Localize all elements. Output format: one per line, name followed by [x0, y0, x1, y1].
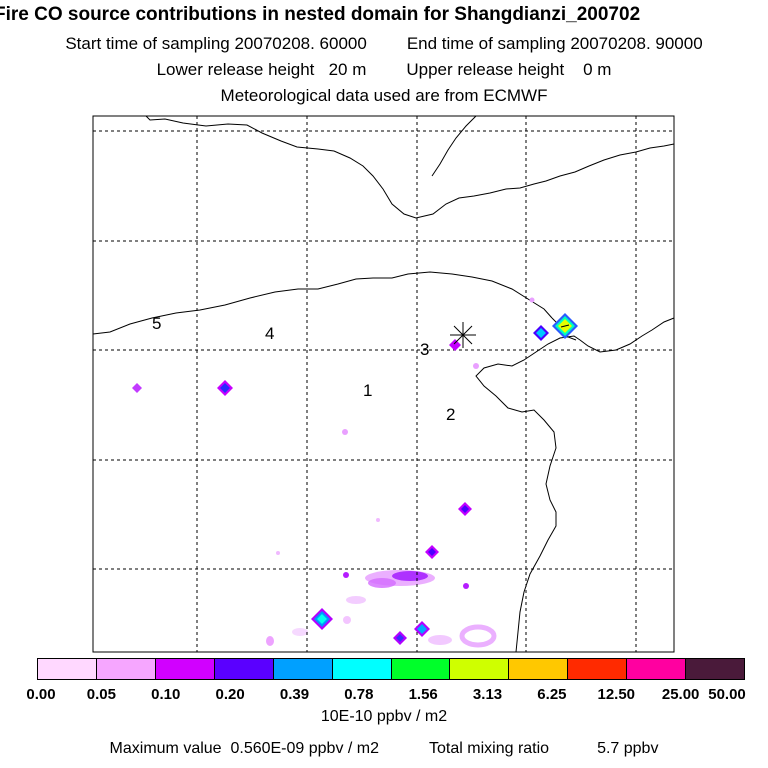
source-marker	[461, 505, 469, 513]
plume-smudge	[343, 616, 351, 624]
colorbar-tick-label: 0.20	[215, 686, 245, 703]
region-labels: 1 2 3 4 5	[152, 314, 455, 424]
colorbar-segment	[450, 659, 510, 679]
colorbar-tick-label: 1.56	[408, 686, 438, 703]
region-label-4: 4	[265, 324, 274, 343]
end-time-value: 20070208. 90000	[570, 34, 703, 53]
colorbar-segment	[332, 659, 392, 679]
source-marker	[220, 383, 230, 393]
plume-smudge	[459, 624, 497, 648]
max-value-label: Maximum value	[109, 740, 222, 757]
region-label-1: 1	[363, 381, 372, 400]
upper-release-value: 0 m	[583, 60, 612, 79]
plume-smudge	[292, 628, 308, 636]
region-label-2: 2	[446, 405, 455, 424]
total-mixing-value: 5.7 ppbv	[597, 740, 659, 757]
colorbar-segment	[391, 659, 451, 679]
plume-smudge	[266, 636, 274, 646]
source-marker	[396, 634, 404, 642]
summary-footer: Maximum value 0.560E-09 ppbv / m2 Total m…	[0, 740, 768, 758]
start-time-label: Start time of sampling	[65, 34, 230, 53]
plume-smudge	[346, 596, 366, 604]
lower-release-value: 20 m	[328, 60, 367, 79]
coastline	[475, 317, 675, 653]
source-marker	[376, 518, 380, 522]
start-time-value: 20070208. 60000	[234, 34, 367, 53]
colorbar-segment	[155, 659, 215, 679]
region-label-3: 3	[420, 340, 429, 359]
sampling-times: Start time of sampling 20070208. 60000 En…	[0, 34, 768, 54]
max-value: 0.560E-09 ppbv / m2	[230, 740, 380, 757]
map-title: Fire CO source contributions in nested d…	[0, 4, 641, 25]
source-marker	[529, 297, 535, 303]
source-marker	[463, 583, 469, 589]
border-line	[431, 115, 477, 177]
plume-smudge	[428, 635, 452, 645]
plume-smudges	[266, 570, 497, 648]
colorbar-segment	[38, 659, 97, 679]
colorbar-tick-label: 3.13	[472, 686, 503, 703]
colorbar-tick-label: 0.05	[86, 686, 116, 703]
lower-release: Lower release height 20 m	[157, 60, 367, 80]
source-marker	[449, 339, 461, 351]
source-marker	[276, 551, 280, 555]
colorbar-tick-label: 50.00	[708, 686, 746, 703]
colorbar-segment	[686, 659, 745, 679]
colorbar-tick-label: 0.78	[344, 686, 374, 703]
colorbar-segment	[273, 659, 333, 679]
colorbar-units: 10E-10 ppbv / m2	[320, 708, 448, 725]
plume-smudge	[368, 578, 396, 588]
colorbar	[37, 658, 745, 680]
source-marker-line	[560, 324, 570, 328]
source-markers	[132, 297, 578, 645]
colorbar-tick-label: 12.50	[597, 686, 636, 703]
colorbar-segment	[96, 659, 156, 679]
colorbar-tick-label: 0.39	[279, 686, 310, 703]
source-marker	[342, 429, 348, 435]
lower-release-label: Lower release height	[156, 60, 315, 79]
colorbar-tick-label: 0.00	[26, 686, 56, 703]
upper-release: Upper release height 0 m	[406, 60, 611, 80]
end-time: End time of sampling 20070208. 90000	[407, 34, 703, 54]
colorbar-tick-label: 25.00	[661, 686, 700, 703]
plume-smudge	[392, 571, 428, 581]
source-marker	[343, 572, 349, 578]
border-line	[145, 115, 675, 219]
source-marker	[417, 624, 427, 634]
colorbar-segment	[627, 659, 687, 679]
release-heights: Lower release height 20 m Upper release h…	[0, 60, 768, 80]
receptor-star-icon	[450, 322, 476, 348]
colorbar-tick-label: 0.10	[151, 686, 181, 703]
colorbar-segment	[509, 659, 569, 679]
source-marker	[536, 328, 546, 338]
upper-release-label: Upper release height	[406, 60, 565, 79]
colorbar-segment	[568, 659, 628, 679]
colorbar-segment	[214, 659, 274, 679]
border-line	[92, 271, 553, 335]
region-label-5: 5	[152, 314, 161, 333]
map-frame	[92, 115, 675, 653]
receptor-star-stroke	[453, 325, 473, 345]
met-data-note: Meteorological data used are from ECMWF	[220, 86, 548, 105]
end-time-label: End time of sampling	[406, 34, 566, 53]
source-marker	[473, 363, 479, 369]
start-time: Start time of sampling 20070208. 60000	[65, 34, 367, 54]
total-mixing-label: Total mixing ratio	[429, 740, 550, 757]
colorbar-tick-label: 6.25	[537, 686, 567, 703]
source-marker	[317, 614, 327, 624]
source-marker	[428, 548, 436, 556]
lat-lon-grid	[93, 116, 674, 652]
coastlines	[92, 115, 675, 653]
source-marker	[132, 383, 142, 393]
